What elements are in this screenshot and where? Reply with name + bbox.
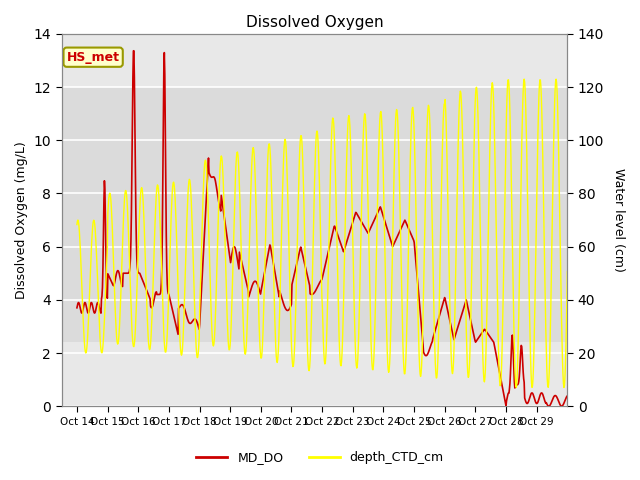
Bar (61, 87, 568, 342)
Legend: MD_DO, depth_CTD_cm: MD_DO, depth_CTD_cm (191, 446, 449, 469)
Text: HS_met: HS_met (67, 51, 120, 64)
Y-axis label: Water level (cm): Water level (cm) (612, 168, 625, 272)
Title: Dissolved Oxygen: Dissolved Oxygen (246, 15, 383, 30)
Y-axis label: Dissolved Oxygen (mg/L): Dissolved Oxygen (mg/L) (15, 141, 28, 299)
